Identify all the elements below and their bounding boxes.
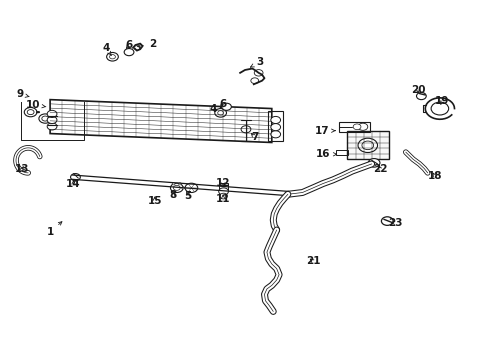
Text: 12: 12 <box>216 178 230 188</box>
Circle shape <box>173 185 180 190</box>
Text: 9: 9 <box>16 89 29 99</box>
Circle shape <box>172 183 175 185</box>
Text: 17: 17 <box>315 126 335 136</box>
Text: 15: 15 <box>147 197 162 206</box>
Circle shape <box>416 93 426 100</box>
Circle shape <box>47 111 57 117</box>
Circle shape <box>47 116 57 123</box>
Circle shape <box>271 116 281 123</box>
Text: 14: 14 <box>66 179 81 189</box>
Circle shape <box>178 183 181 185</box>
Bar <box>269 111 283 141</box>
Circle shape <box>107 53 118 61</box>
Circle shape <box>271 131 281 138</box>
Circle shape <box>353 124 361 130</box>
Circle shape <box>124 49 134 56</box>
Text: 19: 19 <box>435 96 449 107</box>
Text: 21: 21 <box>306 256 320 266</box>
Circle shape <box>219 188 228 195</box>
Text: 16: 16 <box>316 149 337 159</box>
Circle shape <box>358 123 368 130</box>
Circle shape <box>110 55 116 59</box>
Text: 4: 4 <box>102 43 111 55</box>
Circle shape <box>185 183 198 193</box>
Circle shape <box>218 111 223 115</box>
Text: 10: 10 <box>26 100 46 110</box>
Text: 23: 23 <box>388 218 402 228</box>
Text: 6: 6 <box>220 99 227 109</box>
Circle shape <box>47 123 57 130</box>
Circle shape <box>39 114 51 123</box>
Circle shape <box>362 141 374 150</box>
Text: 11: 11 <box>216 194 230 203</box>
Circle shape <box>215 109 226 117</box>
Text: 3: 3 <box>250 57 263 67</box>
Text: 6: 6 <box>125 40 133 50</box>
Circle shape <box>71 174 80 181</box>
Circle shape <box>220 193 227 199</box>
Bar <box>347 131 389 159</box>
Circle shape <box>368 158 380 167</box>
Circle shape <box>254 69 263 76</box>
Circle shape <box>358 138 377 153</box>
Circle shape <box>251 78 259 84</box>
Circle shape <box>134 46 140 50</box>
Text: 20: 20 <box>411 85 425 95</box>
Circle shape <box>431 102 449 115</box>
Text: 5: 5 <box>184 191 191 201</box>
Text: 8: 8 <box>169 190 176 200</box>
Circle shape <box>24 108 37 117</box>
Text: 4: 4 <box>210 104 217 113</box>
Bar <box>336 150 348 155</box>
Circle shape <box>27 110 34 114</box>
Bar <box>339 122 370 132</box>
Text: 18: 18 <box>428 171 442 181</box>
Circle shape <box>241 126 251 133</box>
Text: 1: 1 <box>47 222 62 237</box>
Text: 22: 22 <box>373 164 388 174</box>
Circle shape <box>221 103 231 111</box>
Circle shape <box>42 116 49 121</box>
Circle shape <box>271 123 281 131</box>
Circle shape <box>381 217 393 225</box>
Text: 13: 13 <box>15 164 29 174</box>
Text: 2: 2 <box>138 39 156 49</box>
Text: 7: 7 <box>251 132 258 142</box>
Circle shape <box>171 183 183 193</box>
Circle shape <box>182 187 185 189</box>
Bar <box>219 183 228 192</box>
